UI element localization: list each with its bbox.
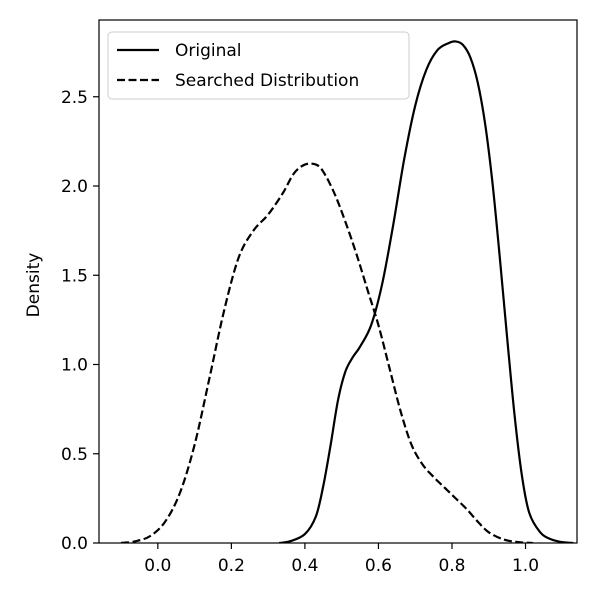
series-line-original: [278, 40, 574, 543]
y-tick-label: 2.0: [61, 177, 88, 197]
legend-label-searched-distribution: Searched Distribution: [175, 71, 359, 91]
x-tick-label: 0.0: [144, 556, 171, 576]
y-tick-label: 1.5: [61, 266, 88, 286]
x-tick-label: 0.6: [365, 556, 392, 576]
plot-frame: [98, 19, 578, 544]
legend-box: [107, 31, 410, 100]
plot-layer: [120, 40, 574, 543]
x-tick-label: 0.8: [438, 556, 465, 576]
x-tick-label: 1.0: [512, 556, 539, 576]
x-tick-label: 0.2: [218, 556, 245, 576]
x-tick-label: 0.4: [291, 556, 318, 576]
y-tick-label: 0.5: [61, 445, 88, 465]
legend-label-original: Original: [175, 41, 242, 61]
axes-layer: 0.0 0.2 0.4 0.6 0.8 1.0 0.0 0.5 1.0 1.5 2.0 2.5: [61, 19, 578, 576]
y-tick-label: 0.0: [61, 534, 88, 554]
y-tick-label: 2.5: [61, 88, 88, 108]
legend: Original Searched Distribution: [107, 31, 410, 100]
y-tick-label: 1.0: [61, 356, 88, 376]
series-line-searched-distribution: [120, 162, 533, 543]
y-axis-label: Density: [24, 253, 44, 318]
